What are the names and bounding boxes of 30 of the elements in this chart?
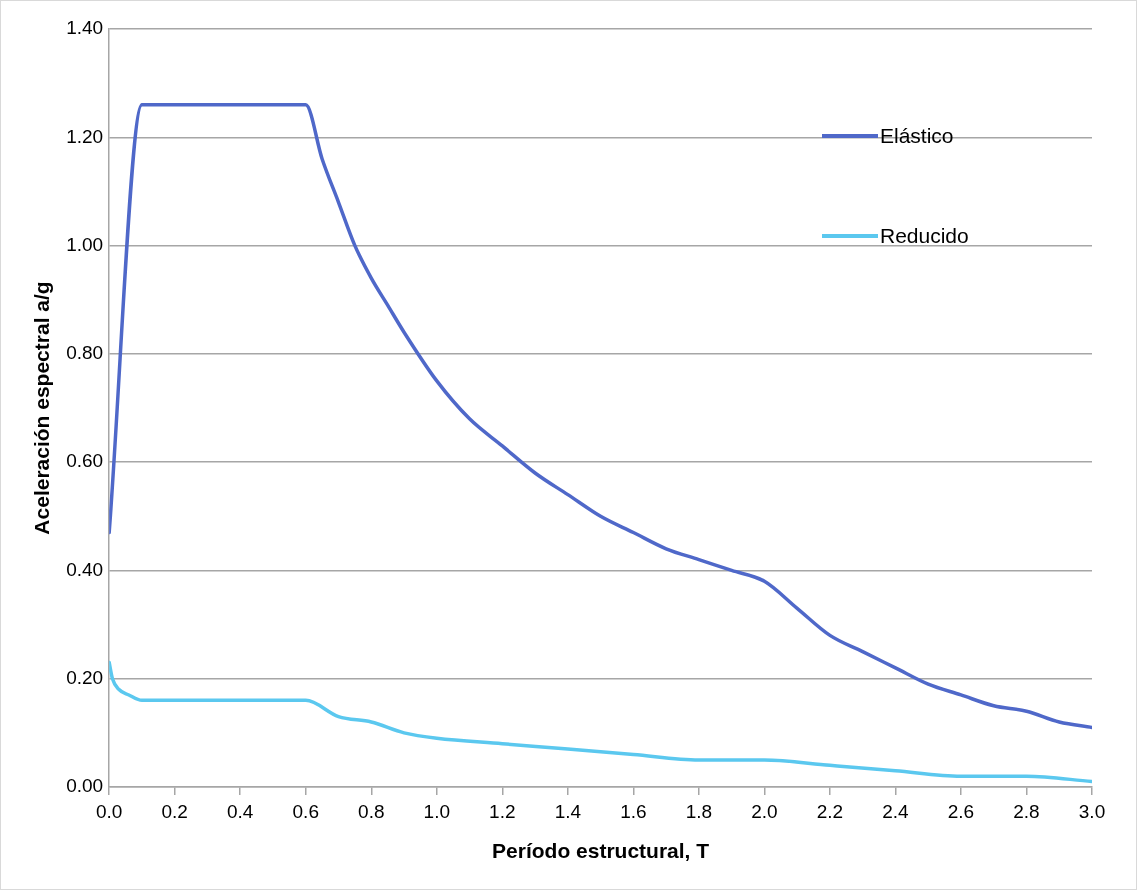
y-tick-label: 0.80 bbox=[66, 342, 104, 364]
line-series bbox=[109, 660, 1092, 784]
y-tick-label: 1.00 bbox=[66, 233, 104, 255]
y-tick-label: 0.00 bbox=[66, 775, 104, 797]
y-tick-label: 0.20 bbox=[66, 666, 104, 688]
x-tick-label: 0.2 bbox=[161, 800, 188, 822]
legend-label: Reducido bbox=[880, 224, 969, 248]
y-axis-title: Aceleración espectral a/g bbox=[30, 281, 54, 535]
x-tick-label: 2.6 bbox=[947, 800, 975, 822]
legend-label: Elástico bbox=[880, 124, 954, 148]
x-tick-label: 1.4 bbox=[554, 800, 582, 822]
y-tick-label: 1.20 bbox=[66, 125, 104, 147]
y-tick-label: 0.60 bbox=[66, 450, 104, 472]
x-tick-label: 0.0 bbox=[95, 800, 123, 822]
x-tick-label: 1.0 bbox=[423, 800, 450, 822]
x-tick-label: 3.0 bbox=[1078, 800, 1106, 822]
x-tick-label: 0.4 bbox=[227, 800, 254, 822]
x-axis-title: Período estructural, T bbox=[492, 839, 710, 863]
x-tick-label: 2.8 bbox=[1013, 800, 1040, 822]
x-tick-label: 1.6 bbox=[620, 800, 647, 822]
x-tick-label: 1.2 bbox=[489, 800, 516, 822]
y-tick-label: 1.40 bbox=[66, 17, 104, 39]
line-series bbox=[109, 103, 1092, 730]
x-tick-label: 2.2 bbox=[816, 800, 844, 822]
x-tick-label: 0.6 bbox=[292, 800, 319, 822]
y-tick-label: 0.40 bbox=[66, 558, 104, 580]
x-tick-label: 0.8 bbox=[358, 800, 385, 822]
x-tick-label: 2.4 bbox=[882, 800, 910, 822]
x-tick-label: 1.8 bbox=[685, 800, 713, 822]
x-tick-label: 2.0 bbox=[751, 800, 778, 822]
